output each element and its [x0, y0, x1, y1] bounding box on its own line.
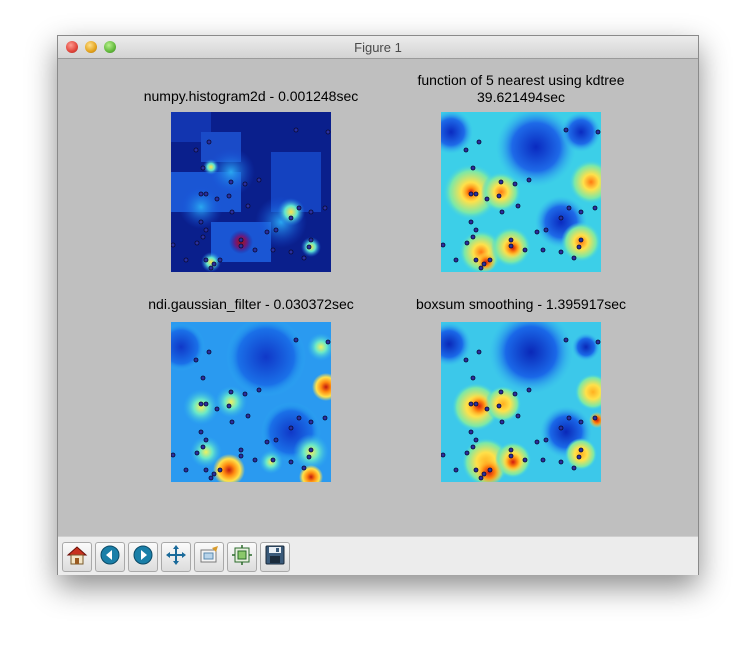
plot-gaussian	[171, 322, 331, 482]
plot-title-kdtree-line2: 39.621494sec	[477, 89, 565, 105]
subplots-icon	[231, 544, 253, 571]
sample-points	[171, 127, 331, 271]
plot-title-boxsum: boxsum smoothing - 1.395917sec	[415, 296, 627, 312]
home-icon	[66, 544, 88, 571]
pan-button[interactable]	[161, 542, 191, 572]
plot-title-histogram2d: numpy.histogram2d - 0.001248sec	[143, 88, 359, 104]
heatmap-boxsum	[441, 322, 601, 482]
sample-points	[171, 337, 331, 481]
figure-window: Figure 1 numpy.histogram2d - 0.001248sec	[57, 35, 699, 575]
back-icon	[99, 544, 121, 571]
heatmap-kdtree	[441, 112, 601, 272]
zoom-rect-button[interactable]	[194, 542, 224, 572]
zoom-to-rect-icon	[198, 544, 220, 571]
home-button[interactable]	[62, 542, 92, 572]
back-button[interactable]	[95, 542, 125, 572]
forward-button[interactable]	[128, 542, 158, 572]
zoom-window-button[interactable]	[104, 41, 116, 53]
navigation-toolbar	[58, 536, 698, 575]
plot-title-kdtree: function of 5 nearest using kdtree 39.62…	[381, 72, 661, 106]
save-button[interactable]	[260, 542, 290, 572]
save-icon	[264, 544, 286, 571]
minimize-window-button[interactable]	[85, 41, 97, 53]
plot-boxsum	[441, 322, 601, 482]
heatmap-gaussian	[171, 322, 331, 482]
title-bar: Figure 1	[58, 36, 698, 59]
subplots-button[interactable]	[227, 542, 257, 572]
forward-icon	[132, 544, 154, 571]
sample-points	[441, 127, 601, 271]
close-window-button[interactable]	[66, 41, 78, 53]
heatmap-histogram2d	[171, 112, 331, 272]
plot-title-gaussian: ndi.gaussian_filter - 0.030372sec	[148, 296, 354, 312]
plot-histogram2d	[171, 112, 331, 272]
sample-points	[441, 337, 601, 481]
window-title: Figure 1	[354, 40, 402, 55]
pan-icon	[165, 544, 187, 571]
plot-title-kdtree-line1: function of 5 nearest using kdtree	[417, 72, 625, 88]
plot-kdtree	[441, 112, 601, 272]
